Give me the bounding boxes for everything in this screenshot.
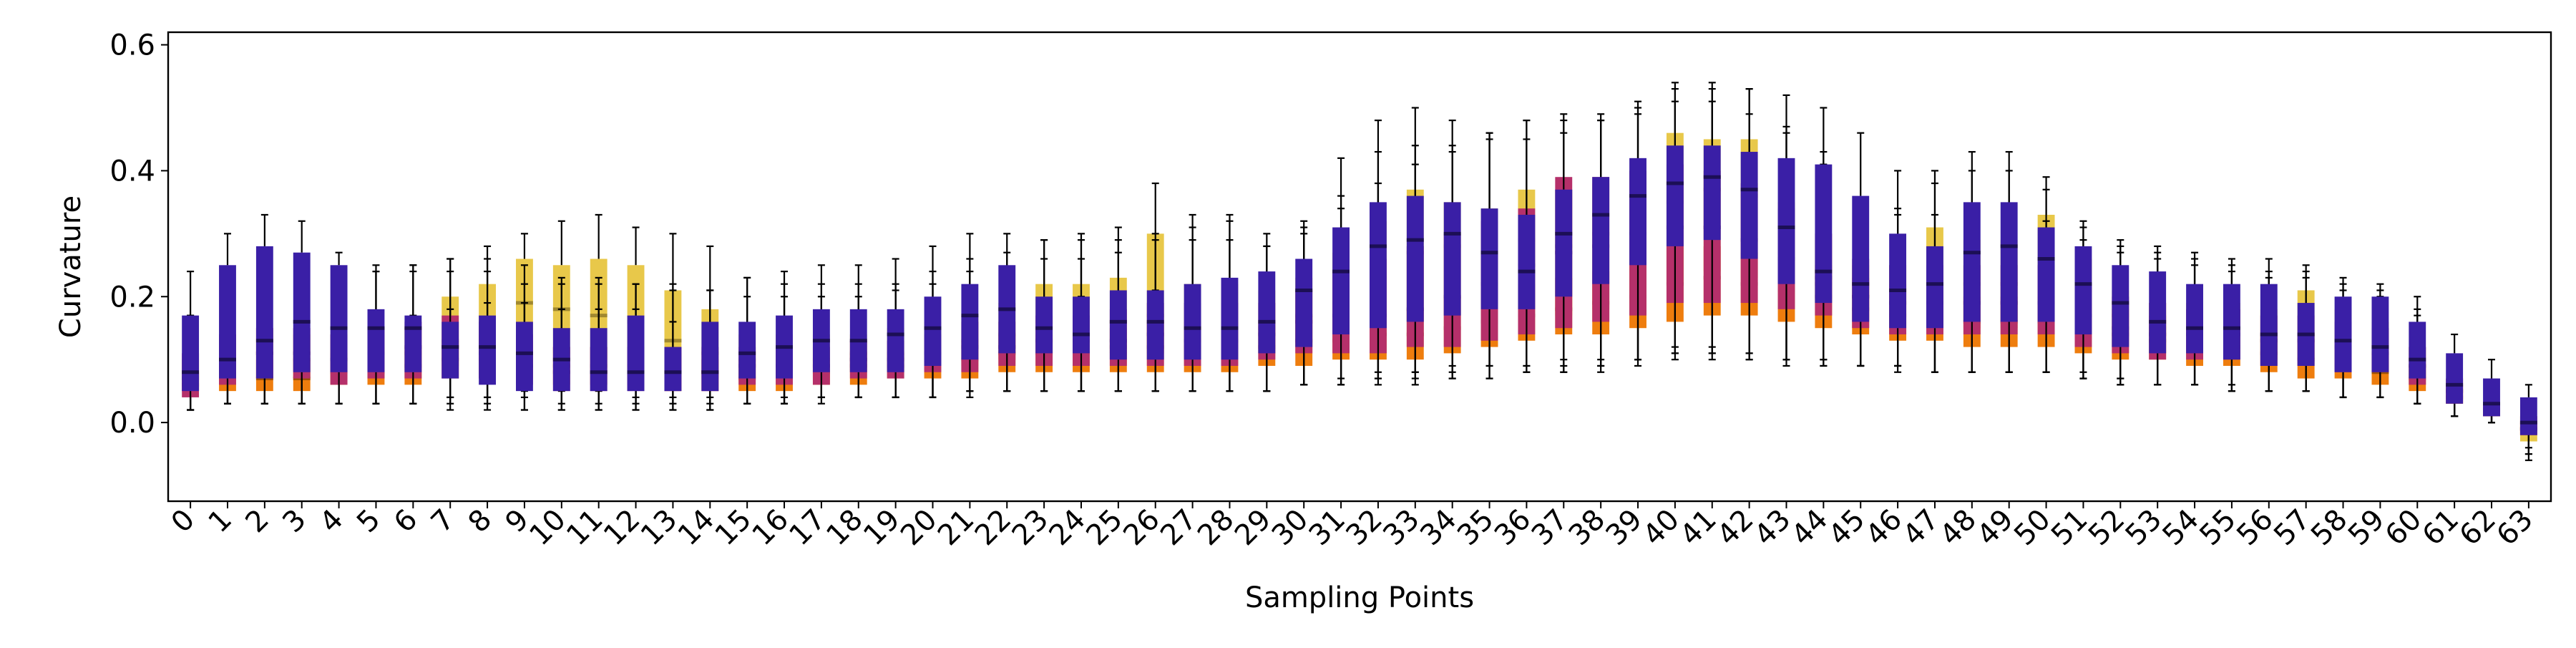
- box: [2074, 246, 2092, 335]
- box: [590, 328, 608, 392]
- x-tick-label: 5: [351, 503, 387, 540]
- box: [2519, 397, 2537, 435]
- x-tick-label: 63: [2490, 503, 2540, 553]
- box: [2483, 378, 2500, 417]
- box-series-layer: [182, 82, 2537, 461]
- box: [1629, 158, 1646, 266]
- box-series: [182, 88, 2537, 461]
- box: [2334, 296, 2352, 372]
- box: [701, 321, 719, 392]
- box-series: [182, 100, 2537, 455]
- box: [293, 252, 311, 372]
- box: [2000, 202, 2018, 322]
- box: [1370, 202, 1387, 329]
- box: [2371, 296, 2389, 372]
- box: [1740, 152, 1758, 259]
- box: [1703, 145, 1721, 241]
- plot-area-frame: [167, 31, 2552, 503]
- box: [961, 284, 979, 360]
- box: [664, 347, 682, 392]
- box: [1963, 202, 1981, 322]
- box: [627, 315, 645, 392]
- box: [1258, 271, 1276, 354]
- box: [479, 315, 497, 385]
- box: [924, 296, 942, 366]
- box: [516, 321, 533, 392]
- box: [2186, 284, 2203, 354]
- box-series: [182, 195, 2537, 455]
- box: [1815, 164, 1833, 304]
- box: [1926, 246, 1943, 329]
- box: [1184, 284, 1201, 360]
- box: [2446, 353, 2464, 404]
- x-tick-label: 0: [165, 503, 202, 540]
- box: [219, 265, 236, 379]
- box: [1406, 195, 1424, 322]
- box: [367, 309, 385, 372]
- box-series: [182, 82, 2537, 449]
- x-tick-label: 6: [388, 503, 424, 540]
- box: [404, 315, 422, 372]
- box: [1480, 208, 1498, 309]
- box: [182, 315, 200, 392]
- box: [2223, 284, 2240, 360]
- x-tick-label: 1: [203, 503, 239, 540]
- box: [2037, 227, 2055, 322]
- x-tick-label: 2: [239, 503, 275, 540]
- y-tick-label: 0.0: [109, 407, 155, 440]
- box: [2409, 321, 2426, 379]
- box: [1666, 145, 1684, 246]
- x-tick-label: 8: [462, 503, 499, 540]
- x-axis: 0 1 2 3 4 5 6 7 8 9101112131415161718192021222324…: [165, 501, 2540, 552]
- box: [1592, 177, 1610, 284]
- box: [1073, 296, 1090, 354]
- box: [330, 265, 348, 372]
- box: [1889, 233, 1907, 329]
- x-tick-label: 3: [276, 503, 313, 540]
- box: [1221, 277, 1239, 360]
- box: [1295, 258, 1313, 347]
- box: [1852, 195, 1870, 322]
- y-axis: 0.0 0.2 0.4 0.6: [109, 29, 168, 440]
- y-tick-label: 0.6: [109, 29, 155, 62]
- box: [1035, 296, 1053, 354]
- y-axis-label: Curvature: [54, 195, 87, 338]
- box: [2260, 284, 2278, 366]
- x-axis-label: Sampling Points: [1245, 581, 1474, 614]
- x-tick-label: 4: [313, 503, 350, 540]
- x-tick-label: 7: [425, 503, 462, 540]
- box: [2149, 271, 2167, 354]
- box: [738, 321, 756, 379]
- box: [1518, 214, 1536, 309]
- box: [1555, 189, 1573, 297]
- box: [1443, 202, 1461, 316]
- box: [255, 246, 273, 379]
- box: [2112, 265, 2129, 347]
- y-tick-label: 0.2: [109, 281, 155, 314]
- y-tick-label: 0.4: [109, 155, 155, 188]
- box: [887, 309, 904, 372]
- box: [1146, 290, 1164, 360]
- box: [441, 321, 459, 379]
- box: [1332, 227, 1350, 335]
- box: [1777, 158, 1795, 284]
- box: [1109, 290, 1127, 360]
